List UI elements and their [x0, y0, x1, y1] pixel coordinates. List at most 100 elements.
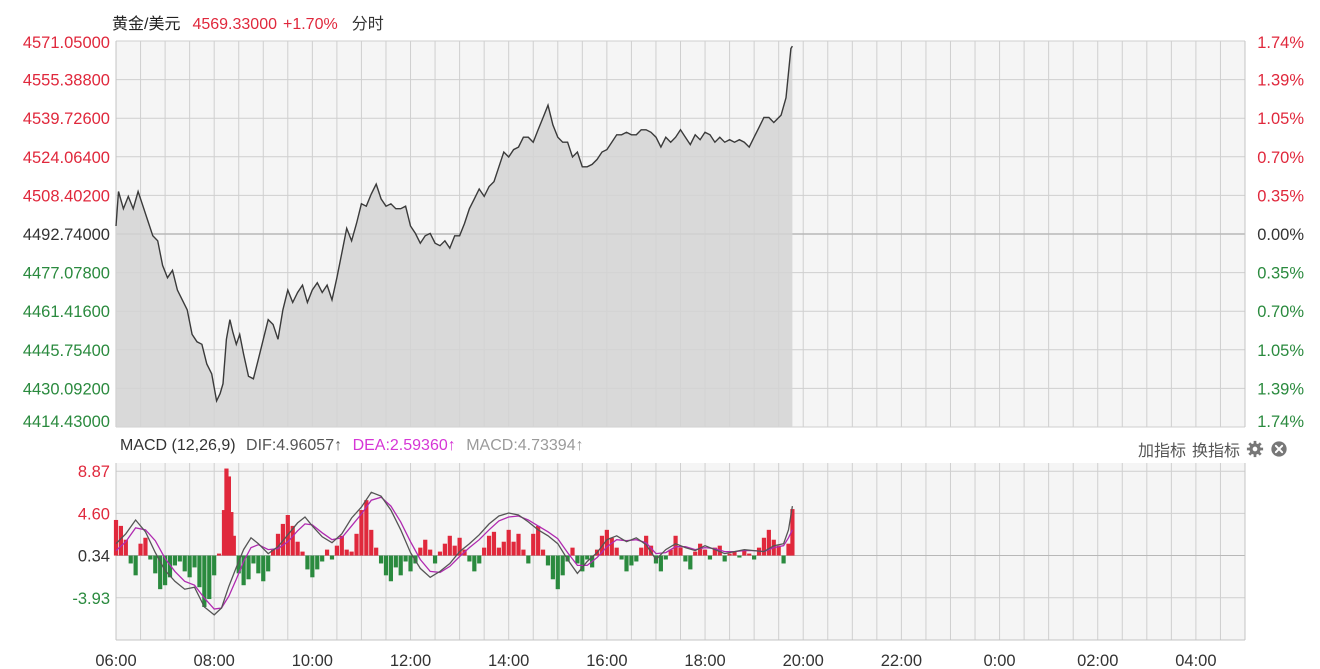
macd-histogram-bar [585, 555, 590, 560]
macd-histogram-bar [536, 525, 541, 556]
price-plot [115, 45, 793, 427]
macd-histogram-bar [781, 555, 786, 564]
macd-histogram-bar [177, 555, 182, 562]
time-axis-label: 10:00 [292, 652, 333, 669]
time-axis-label: 08:00 [194, 652, 235, 669]
macd-histogram-bar [506, 529, 511, 556]
price-axis-label-left: 4539.72600 [23, 110, 110, 128]
switch-indicator-button[interactable]: 换指标 [1191, 443, 1240, 460]
macd-histogram-bar [467, 555, 472, 562]
macd-histogram-bar [432, 555, 438, 564]
time-axis-label: 0:00 [984, 652, 1016, 669]
macd-histogram-bar [305, 555, 310, 570]
macd-histogram-bar [378, 555, 384, 564]
macd-histogram-bar [359, 510, 364, 556]
macd-histogram-bar [727, 553, 732, 556]
gear-icon[interactable] [1246, 440, 1264, 458]
macd-histogram-bar [521, 549, 526, 556]
macd-histogram-bar [496, 547, 501, 556]
macd-histogram-bar [212, 555, 217, 576]
macd-histogram-bar [752, 555, 757, 560]
macd-histogram-value: MACD:4.73394↑ [466, 437, 584, 454]
macd-histogram-bar [437, 551, 443, 556]
macd-histogram-bar [526, 555, 531, 564]
close-circle-icon[interactable] [1270, 440, 1288, 458]
macd-histogram-bar [678, 547, 683, 556]
macd-histogram-bar [550, 555, 555, 580]
macd-histogram-bar [732, 551, 737, 556]
macd-histogram-bar [629, 555, 634, 566]
macd-histogram-bar [648, 545, 654, 556]
macd-histogram-bar [261, 555, 266, 582]
add-indicator-button[interactable]: 加指标 [1137, 443, 1186, 460]
macd-histogram-bar [295, 541, 300, 556]
macd-axis-label: 0.34 [78, 548, 110, 566]
macd-histogram-bar [123, 539, 128, 556]
macd-histogram-bar [683, 555, 688, 562]
time-axis-label: 12:00 [390, 652, 431, 669]
macd-axis-label: 4.60 [78, 505, 110, 523]
macd-histogram-bar [192, 555, 197, 568]
macd-histogram-bar [560, 555, 565, 576]
macd-histogram-bar [408, 555, 413, 572]
macd-histogram-bar [737, 555, 742, 558]
macd-histogram-bar [221, 510, 227, 556]
macd-histogram-bar [516, 533, 521, 556]
macd-histogram-bar [442, 543, 447, 556]
macd-histogram-bar [457, 537, 462, 556]
price-axis-label-left: 4414.43000 [23, 413, 110, 431]
price-axis-label-left: 4508.40200 [23, 187, 110, 205]
macd-histogram-bar [133, 555, 138, 576]
time-axis-label: 02:00 [1077, 652, 1118, 669]
macd-histogram-bar [229, 512, 234, 556]
price-axis-label-right: 1.05% [1257, 110, 1304, 128]
macd-histogram-bar [624, 555, 629, 572]
macd-histogram-bar [266, 555, 271, 572]
time-axis-label: 14:00 [488, 652, 529, 669]
macd-dif-value: DIF:4.96057↑ [246, 437, 343, 454]
macd-histogram-bar [786, 543, 791, 556]
macd-histogram-bar [712, 547, 717, 556]
period-label[interactable]: 分时 [351, 16, 384, 33]
macd-histogram-bar [153, 555, 158, 574]
macd-histogram-bar [383, 555, 389, 576]
macd-histogram-bar [639, 547, 644, 556]
price-axis-label-left: 4524.06400 [23, 149, 110, 167]
macd-histogram-bar [673, 535, 678, 556]
macd-histogram-bar [197, 555, 202, 588]
macd-histogram-bar [747, 553, 752, 556]
macd-histogram-bar [540, 549, 546, 556]
macd-histogram-bar [790, 509, 795, 556]
macd-histogram-bar [570, 547, 575, 556]
macd-histogram-bar [447, 535, 452, 556]
macd-histogram-bar [339, 535, 344, 556]
macd-histogram-bar [236, 555, 241, 574]
macd-histogram-bar [148, 555, 153, 560]
macd-histogram-bar [388, 555, 393, 582]
macd-histogram-bar [668, 549, 673, 556]
price-axis-label-right: 1.39% [1257, 380, 1304, 398]
macd-histogram-bar [663, 555, 668, 560]
macd-histogram-bar [698, 543, 703, 556]
macd-histogram-bar [398, 555, 403, 576]
macd-plot [113, 468, 795, 616]
axis-labels: 4571.05000 1.74% 4555.38800 1.39% 4539.72600… [23, 34, 1305, 669]
macd-histogram-bar [423, 539, 428, 556]
macd-histogram-bar [143, 537, 148, 556]
price-axis-label-left: 4430.09200 [23, 380, 110, 398]
macd-histogram-bar [300, 551, 305, 556]
macd-histogram-bar [766, 529, 771, 556]
macd-histogram-bar [364, 500, 369, 556]
macd-histogram-bar [707, 555, 713, 560]
price-axis-label-right: 0.35% [1257, 187, 1304, 205]
macd-histogram-bar [207, 555, 212, 600]
macd-histogram-bar [167, 555, 173, 578]
dea-line [115, 496, 793, 610]
macd-histogram-bar [334, 545, 339, 556]
macd-histogram-bar [349, 551, 354, 556]
time-axis-label: 04:00 [1175, 652, 1216, 669]
macd-histogram-bar [609, 537, 614, 556]
chart-grid [115, 40, 1246, 641]
time-axis-label: 20:00 [783, 652, 824, 669]
